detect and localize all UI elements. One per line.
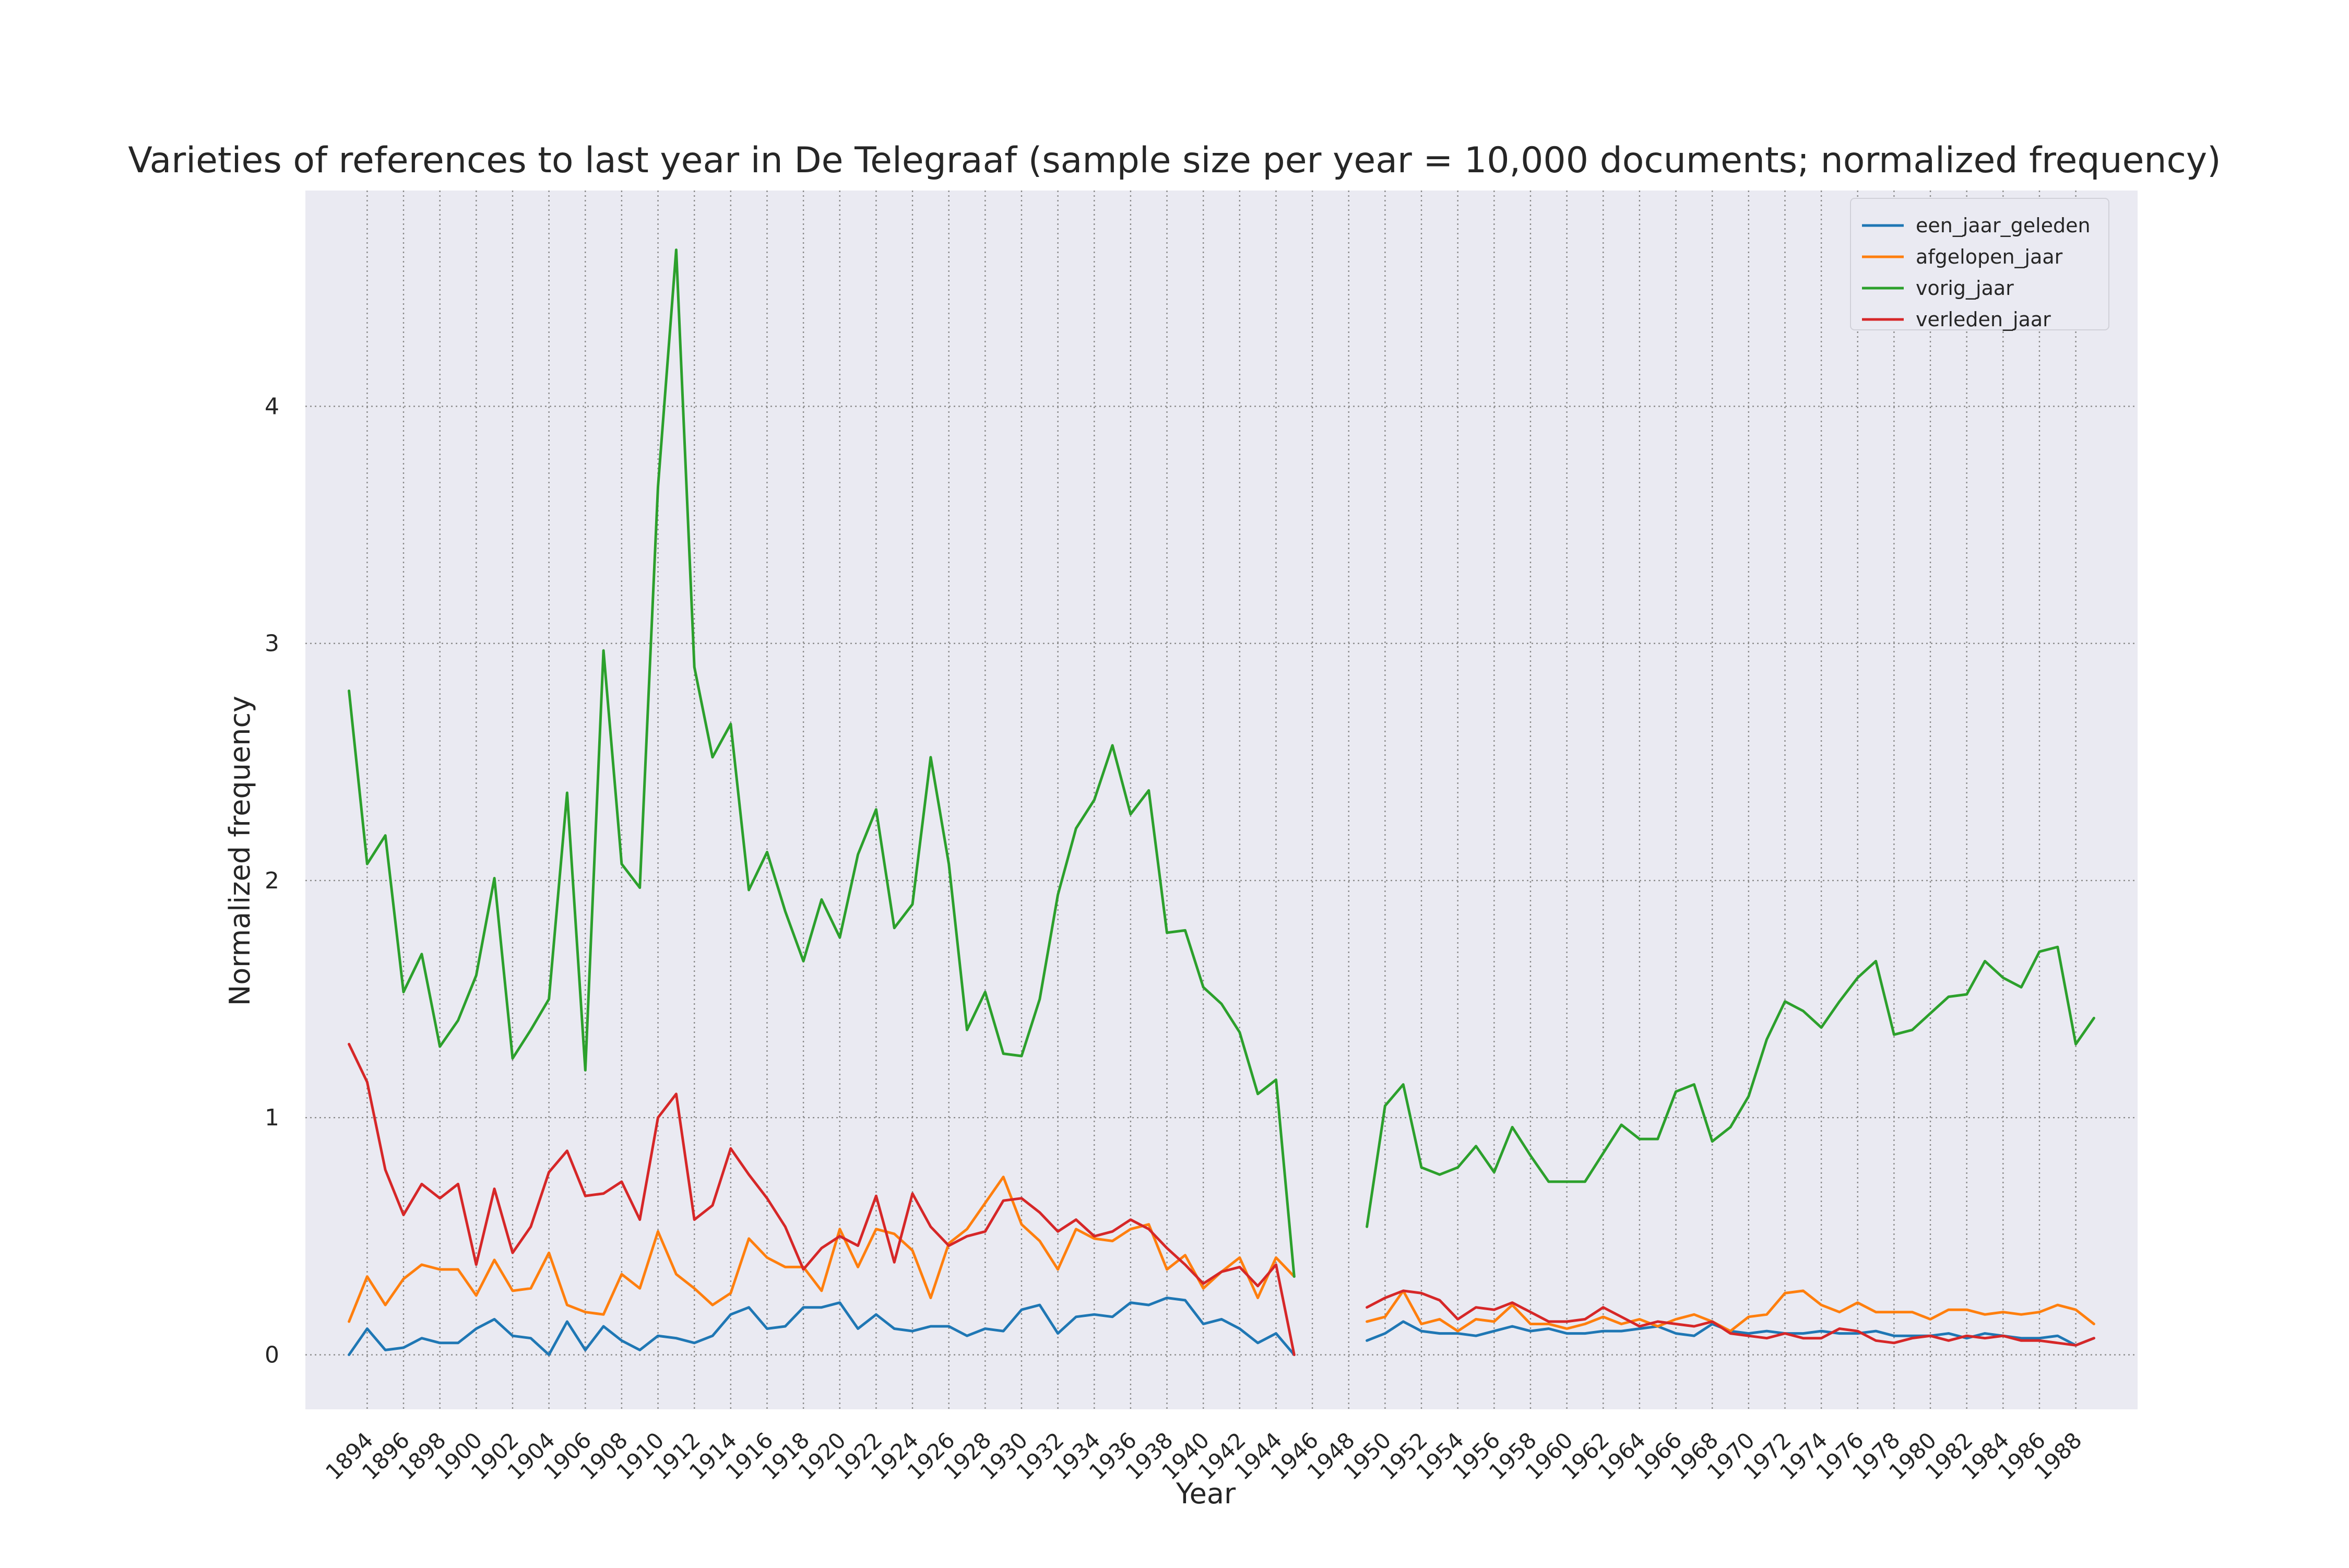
series-lines [348,248,2095,1356]
legend: een_jaar_geleden afgelopen_jaar vorig_jaar… [1850,198,2109,331]
chart-title: Varieties of references to last year in … [128,140,2221,181]
x-axis-label: Year [1176,1477,1236,1510]
y-tick-label: 0 [265,1342,279,1369]
grid-lines [305,191,2138,1409]
series-line-verleden-jaar [348,1042,2095,1356]
series-line-afgelopen-jaar [348,1175,2095,1333]
y-tick-label: 1 [265,1104,279,1131]
legend-entry: een_jaar_geleden [1916,214,2091,237]
series-line-vorig-jaar [348,248,2095,1278]
y-tick-label: 3 [265,631,279,657]
y-tick-label: 4 [265,393,279,420]
x-axis-ticks: 1894189618981900190219041906190819101912… [321,1427,2086,1484]
y-axis-ticks: 0 1 2 3 4 [265,393,279,1368]
legend-entry: verleden_jaar [1916,308,2051,331]
legend-entry: afgelopen_jaar [1916,245,2063,268]
legend-box [1850,198,2109,330]
legend-entry: vorig_jaar [1916,277,2014,300]
y-axis-label: Normalized frequency [223,696,256,1006]
plot-area [305,191,2138,1409]
y-tick-label: 2 [265,868,279,894]
